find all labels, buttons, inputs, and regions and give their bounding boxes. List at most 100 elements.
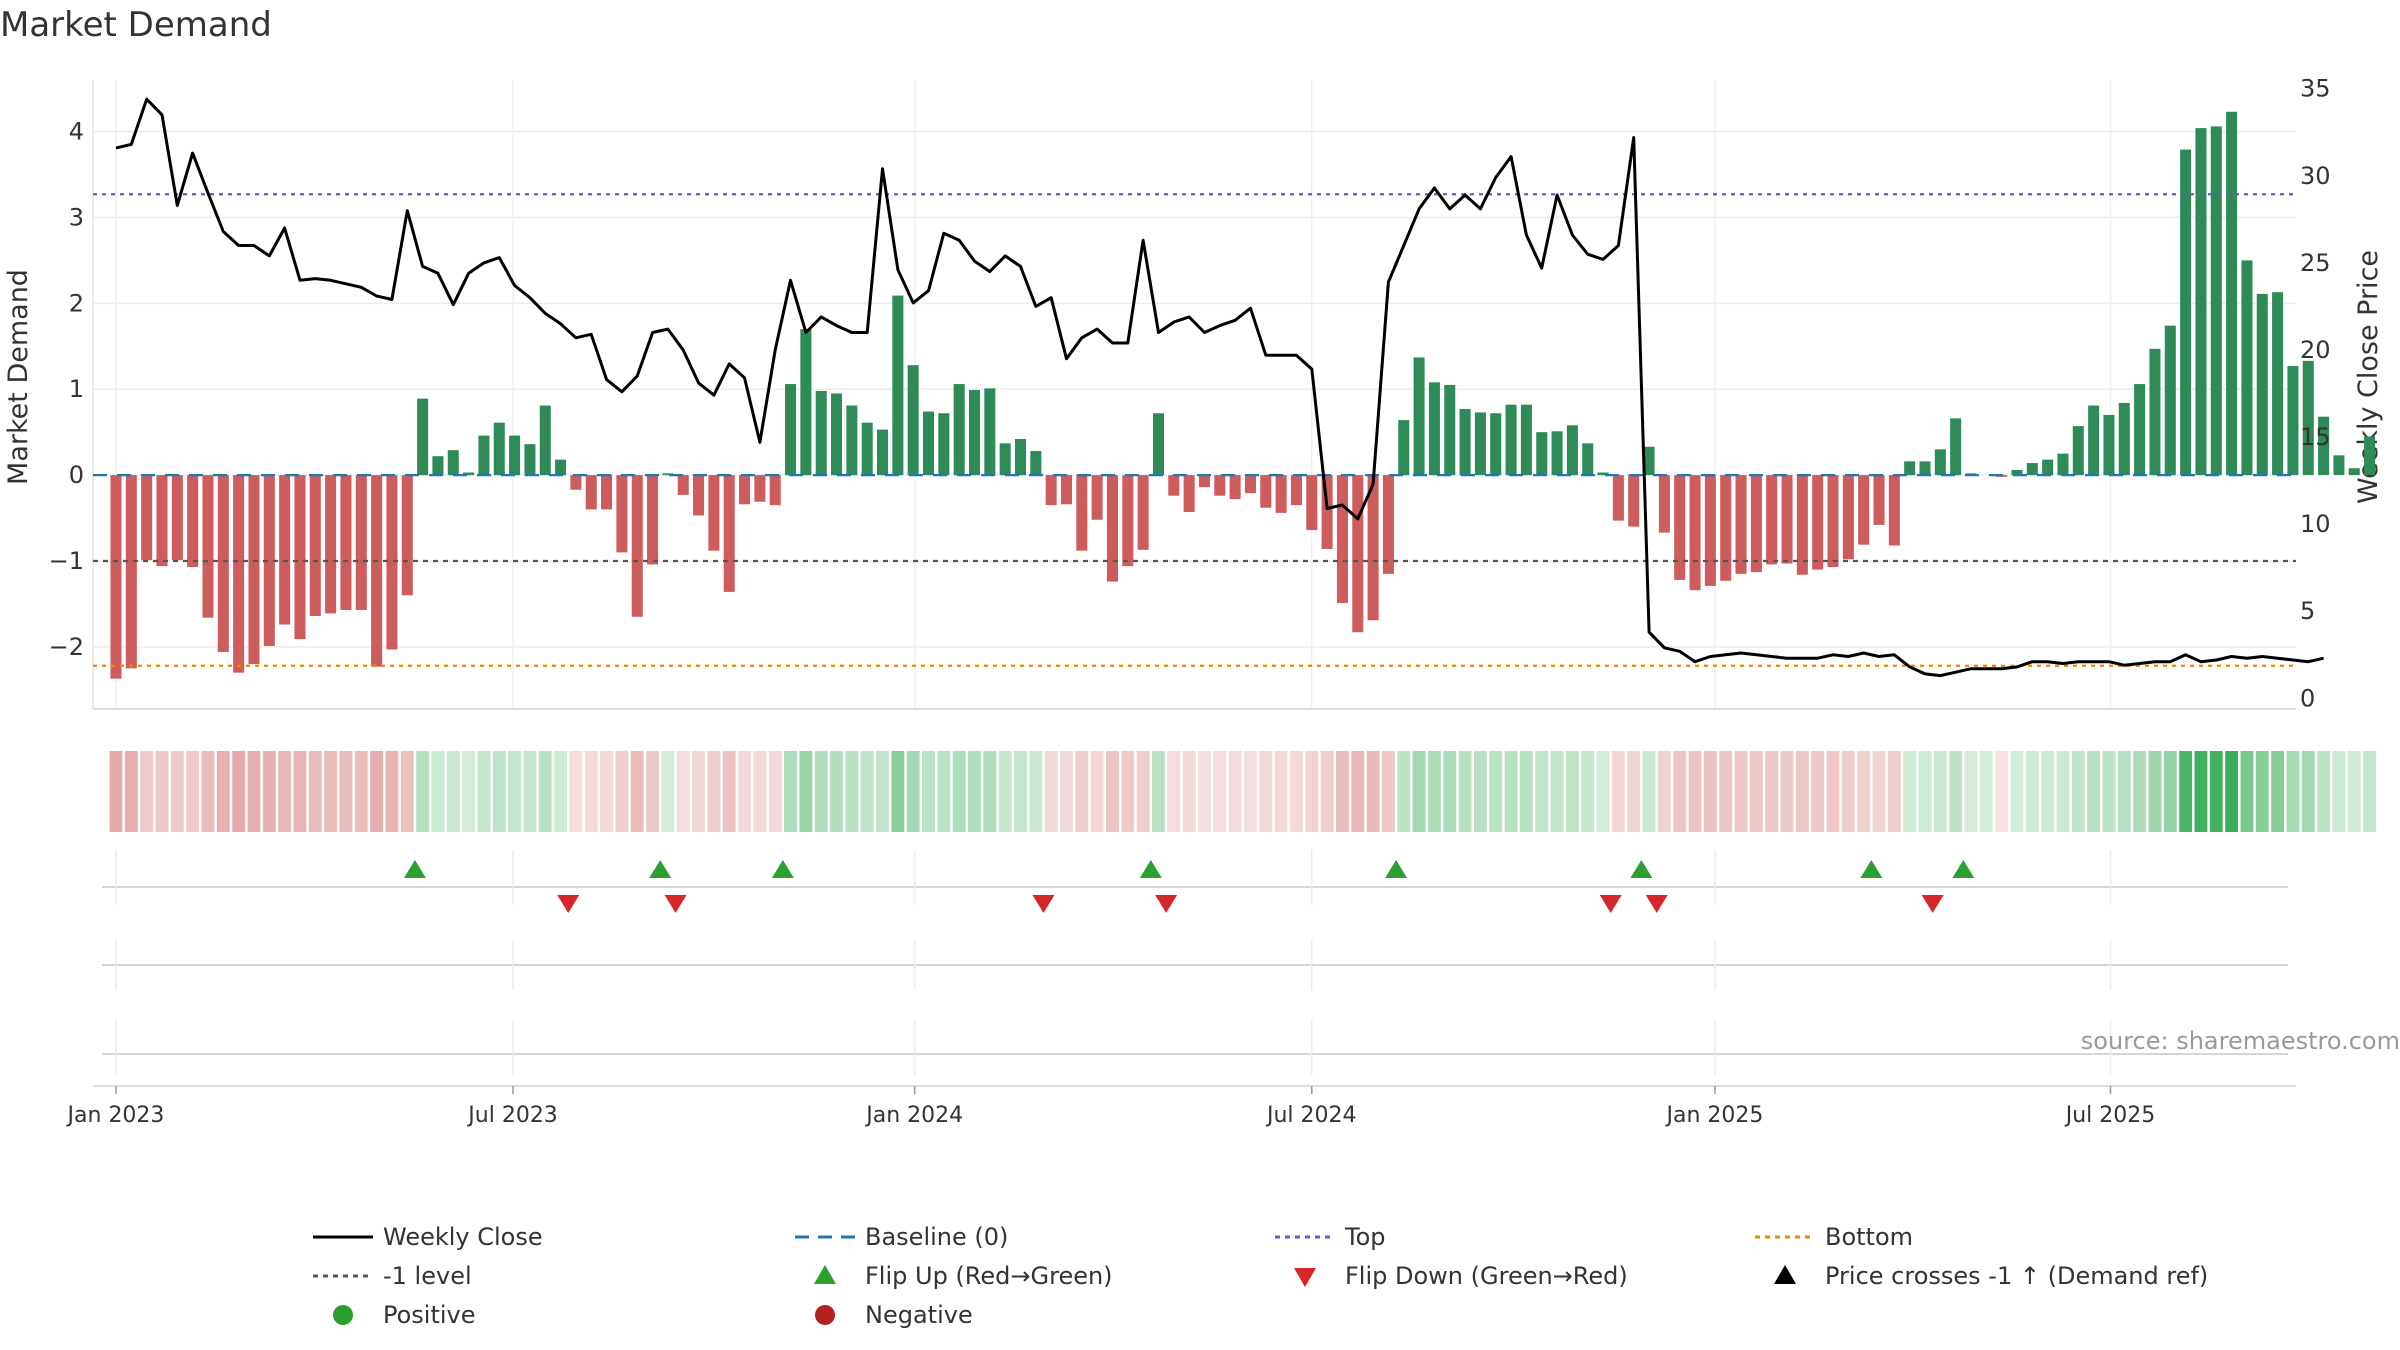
heat-cell	[1949, 751, 1963, 832]
demand-bar	[386, 475, 398, 650]
demand-bar	[1873, 475, 1885, 525]
heat-cell	[2010, 751, 2024, 832]
demand-bar	[1306, 475, 1318, 531]
legend-label: -1 level	[383, 1262, 472, 1290]
demand-bar	[968, 390, 981, 476]
legend: Weekly Close Baseline (0) Top Bottom -1 leve…	[313, 1223, 2208, 1329]
demand-bar	[2226, 111, 2238, 476]
heat-cell	[630, 751, 644, 832]
heat-cell	[2209, 751, 2223, 832]
heat-cell	[216, 751, 230, 832]
x-axis-ticks: Jan 2023 Jul 2023 Jan 2024 Jul 2024 Jan 2025…	[66, 1086, 2155, 1128]
heat-cell	[937, 751, 951, 832]
legend-label: Top	[1344, 1223, 1386, 1251]
heat-cell	[2332, 751, 2346, 832]
heat-cell	[1029, 751, 1043, 832]
demand-bar	[2134, 384, 2146, 476]
x-tick-label: Jul 2024	[1265, 1103, 1357, 1128]
heat-cell	[462, 751, 476, 832]
demand-bar	[2026, 463, 2038, 476]
y2-tick-label: 25	[2300, 249, 2331, 277]
demand-bar	[493, 422, 505, 476]
heat-cell	[1489, 751, 1503, 832]
demand-bar	[401, 475, 413, 596]
demand-bar	[340, 475, 352, 610]
heat-cell	[2179, 751, 2193, 832]
source-note: source: sharemaestro.com	[2081, 1027, 2400, 1055]
heat-cell	[1320, 751, 1334, 832]
demand-bar	[1152, 413, 1164, 476]
heat-cell	[1826, 751, 1840, 832]
demand-bar	[1183, 475, 1195, 513]
heat-cell	[968, 751, 981, 832]
demand-bar	[309, 475, 321, 616]
demand-bar	[171, 475, 183, 561]
demand-bar	[1367, 475, 1379, 621]
heat-cell	[140, 751, 154, 832]
demand-bar	[1045, 475, 1057, 506]
demand-bar	[1336, 475, 1348, 604]
heat-cell	[1765, 751, 1779, 832]
demand-bar	[2195, 128, 2207, 476]
heat-cell	[2102, 751, 2116, 832]
heat-cell	[1795, 751, 1809, 832]
legend-item: Price crosses -1 ↑ (Demand ref)	[1774, 1262, 2208, 1290]
heat-cell	[952, 751, 966, 832]
demand-bar	[1091, 475, 1103, 520]
heat-cell	[922, 751, 935, 832]
demand-bar	[1321, 475, 1333, 549]
legend-swatch-circle	[815, 1305, 835, 1325]
heat-cell	[1872, 751, 1886, 832]
demand-bar	[1658, 475, 1670, 533]
y-tick-label: −1	[49, 547, 84, 575]
demand-bar	[263, 475, 275, 647]
heat-cell	[477, 751, 491, 832]
heat-cell	[155, 751, 169, 832]
legend-item: -1 level	[313, 1262, 472, 1290]
demand-bar	[110, 475, 122, 679]
demand-bar	[509, 435, 521, 476]
demand-bar	[1689, 475, 1701, 591]
x-tick-label: Jan 2023	[66, 1103, 165, 1128]
y-tick-label: 0	[69, 461, 84, 489]
demand-bar	[1398, 420, 1410, 476]
heat-cell	[370, 751, 384, 832]
heat-cell	[1044, 751, 1058, 832]
heat-cell	[1443, 751, 1457, 832]
demand-bar	[662, 473, 674, 476]
legend-item: Flip Down (Green→Red)	[1294, 1262, 1628, 1290]
legend-label: Bottom	[1825, 1223, 1913, 1251]
heat-cell	[1427, 751, 1441, 832]
demand-bar	[938, 413, 950, 476]
heat-cell	[2133, 751, 2147, 832]
demand-bar	[877, 429, 889, 476]
demand-bar	[754, 475, 766, 502]
heat-cell	[2056, 751, 2070, 832]
heat-cell	[1121, 751, 1135, 832]
heat-cell	[1857, 751, 1871, 832]
demand-bar	[831, 393, 843, 476]
flip-down-marker	[1921, 895, 1944, 913]
y-axis-ticks: −2 −1 0 1 2 3 4	[49, 118, 84, 661]
heat-cell	[2271, 751, 2285, 832]
heat-cell	[1412, 751, 1426, 832]
heat-cell	[1550, 751, 1564, 832]
demand-bar	[2241, 260, 2253, 476]
demand-bar	[861, 422, 873, 476]
heat-cell	[1611, 751, 1625, 832]
y2-tick-label: 10	[2300, 510, 2331, 538]
x-tick-label: Jan 2024	[864, 1103, 963, 1128]
heat-cell	[1565, 751, 1579, 832]
flip-down-marker	[1155, 895, 1178, 913]
demand-bar	[539, 405, 551, 476]
demand-bar	[1382, 475, 1394, 574]
demand-bar	[248, 475, 260, 665]
heat-cell	[738, 751, 751, 832]
demand-bar	[1198, 475, 1210, 488]
legend-swatch-circle	[333, 1305, 353, 1325]
heat-cell	[278, 751, 292, 832]
demand-bar	[2149, 348, 2161, 476]
y-tick-label: 4	[69, 118, 84, 146]
heat-cell	[124, 751, 138, 832]
demand-bar	[125, 475, 137, 669]
